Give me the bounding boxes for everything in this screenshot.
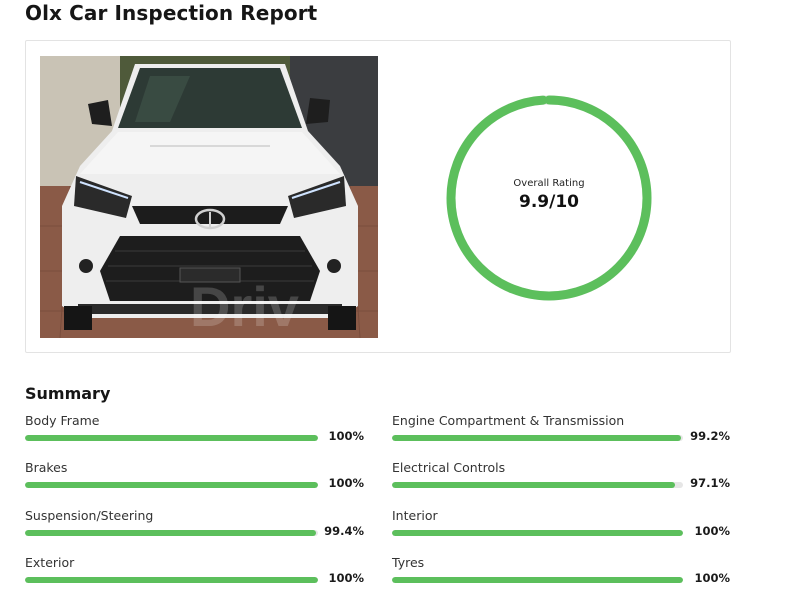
- metric-progress-fill: [392, 577, 683, 583]
- metric-progress-fill: [25, 530, 317, 536]
- inspection-card: Driv Overall Rating 9.9/10: [25, 40, 731, 353]
- summary-metric: Electrical Controls 97.1%: [392, 460, 732, 500]
- metric-progress-bar: [392, 435, 683, 441]
- metric-label: Body Frame: [25, 413, 100, 428]
- metric-progress-bar: [392, 530, 683, 536]
- summary-metric: Interior 100%: [392, 508, 732, 548]
- metric-percent: 100%: [328, 571, 364, 585]
- metric-label: Interior: [392, 508, 438, 523]
- summary-metric: Body Frame 100%: [25, 413, 365, 453]
- metric-progress-bar: [25, 435, 318, 441]
- page-title: Olx Car Inspection Report: [25, 1, 318, 25]
- photo-watermark: Driv: [190, 275, 299, 338]
- metric-progress-bar: [25, 577, 318, 583]
- metric-label: Engine Compartment & Transmission: [392, 413, 625, 428]
- metric-progress-bar: [25, 482, 318, 488]
- metric-percent: 100%: [328, 476, 364, 490]
- summary-metric: Brakes 100%: [25, 460, 365, 500]
- metric-progress-fill: [392, 482, 675, 488]
- metric-progress-bar: [392, 577, 683, 583]
- metric-percent: 100%: [328, 429, 364, 443]
- metric-label: Brakes: [25, 460, 68, 475]
- metric-label: Suspension/Steering: [25, 508, 154, 523]
- metric-percent: 99.4%: [324, 524, 364, 538]
- metric-label: Electrical Controls: [392, 460, 506, 475]
- summary-metric: Exterior 100%: [25, 555, 365, 595]
- summary-metric: Tyres 100%: [392, 555, 732, 595]
- metric-percent: 100%: [694, 524, 730, 538]
- metric-progress-bar: [392, 482, 683, 488]
- summary-title: Summary: [25, 384, 111, 403]
- metric-progress-fill: [25, 482, 318, 488]
- overall-rating-label: Overall Rating: [513, 178, 585, 189]
- overall-rating-value: 9.9/10: [519, 192, 579, 212]
- metric-percent: 100%: [694, 571, 730, 585]
- summary-metric: Suspension/Steering 99.4%: [25, 508, 365, 548]
- metric-progress-fill: [25, 435, 318, 441]
- metric-percent: 97.1%: [690, 476, 730, 490]
- rating-progress-arc: [446, 95, 652, 301]
- car-photo: Driv: [40, 56, 378, 338]
- metric-progress-fill: [25, 577, 318, 583]
- summary-metric: Engine Compartment & Transmission 99.2%: [392, 413, 732, 453]
- metric-progress-fill: [392, 530, 683, 536]
- metric-progress-fill: [392, 435, 681, 441]
- overall-rating-ring: Overall Rating 9.9/10: [445, 94, 653, 302]
- metric-progress-bar: [25, 530, 318, 536]
- metric-label: Tyres: [392, 555, 425, 570]
- metric-percent: 99.2%: [690, 429, 730, 443]
- metric-label: Exterior: [25, 555, 75, 570]
